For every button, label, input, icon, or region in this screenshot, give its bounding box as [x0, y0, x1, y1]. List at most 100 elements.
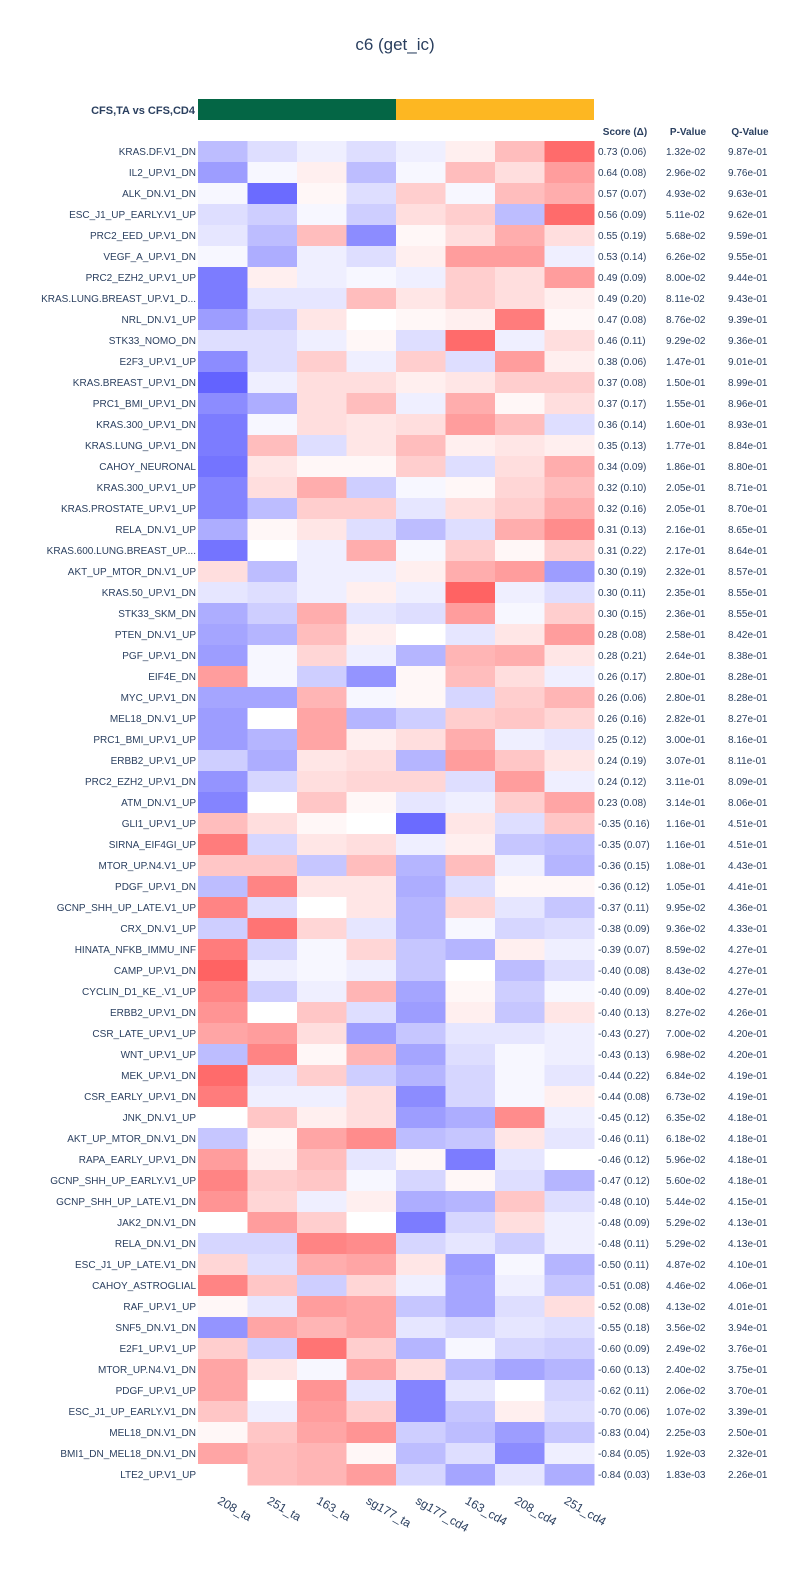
p-value: 2.06e-02	[666, 1386, 706, 1397]
p-value: 1.83e-03	[666, 1470, 706, 1481]
column-label: sg177_cd4	[413, 1493, 471, 1535]
heatmap-cell	[445, 897, 496, 919]
p-value: 2.36e-01	[666, 609, 706, 620]
heatmap-cell	[297, 351, 347, 373]
heatmap-cell	[346, 582, 397, 604]
score-value: 0.25 (0.12)	[598, 735, 646, 746]
heatmap-cell	[198, 1044, 248, 1066]
q-value: 2.50e-01	[728, 1428, 768, 1439]
heatmap-cell	[495, 1359, 545, 1381]
heatmap-cell	[297, 1191, 347, 1213]
heatmap-cell	[445, 1170, 496, 1192]
p-value: 8.43e-02	[666, 966, 706, 977]
heatmap-cell	[495, 1296, 545, 1318]
row-label: MYC_UP.V1_DN	[121, 693, 196, 704]
heatmap-cell	[247, 624, 298, 646]
heatmap-cell	[297, 1254, 347, 1276]
heatmap-cell	[297, 603, 347, 625]
heatmap-cell	[495, 1128, 545, 1150]
heatmap-cell	[495, 1170, 545, 1192]
heatmap-cell	[445, 1128, 496, 1150]
score-value: -0.84 (0.03)	[598, 1470, 650, 1481]
heatmap-cell	[445, 1275, 496, 1297]
heatmap-cell	[346, 225, 397, 247]
heatmap-cell	[297, 1359, 347, 1381]
heatmap-cell	[396, 582, 446, 604]
q-value: 9.62e-01	[728, 210, 768, 221]
score-value: 0.31 (0.22)	[598, 546, 646, 557]
q-value: 8.84e-01	[728, 441, 768, 452]
q-value: 8.16e-01	[728, 735, 768, 746]
heatmap-cell	[297, 1464, 347, 1486]
heatmap-cell	[346, 1233, 397, 1255]
heatmap-cell	[544, 1317, 595, 1339]
heatmap-cell	[544, 414, 595, 436]
heatmap-cell	[396, 750, 446, 772]
heatmap-cell	[396, 1191, 446, 1213]
heatmap-cell	[445, 246, 496, 268]
p-value: 9.29e-02	[666, 336, 706, 347]
heatmap-cell	[247, 960, 298, 982]
heatmap-cell	[247, 666, 298, 688]
heatmap-cell	[544, 456, 595, 478]
heatmap-cell	[544, 393, 595, 415]
p-value: 1.07e-02	[666, 1407, 706, 1418]
heatmap-cell	[544, 183, 595, 205]
heatmap-cell	[346, 1275, 397, 1297]
p-value: 2.49e-02	[666, 1344, 706, 1355]
heatmap-cell	[297, 1233, 347, 1255]
heatmap-cell	[247, 309, 298, 331]
heatmap-cell	[346, 1359, 397, 1381]
heatmap-cell	[396, 477, 446, 499]
row-label: ERBB2_UP.V1_UP	[111, 756, 197, 767]
heatmap-cell	[396, 1275, 446, 1297]
heatmap-cell	[445, 141, 496, 163]
heatmap-cell	[544, 1296, 595, 1318]
heatmap-cell	[198, 1317, 248, 1339]
row-label: SNF5_DN.V1_DN	[115, 1323, 196, 1334]
row-label: CAHOY_ASTROGLIAL	[92, 1281, 196, 1292]
heatmap-cell	[198, 288, 248, 310]
heatmap-cell	[297, 624, 347, 646]
heatmap-cell	[544, 330, 595, 352]
heatmap-cell	[495, 729, 545, 751]
heatmap-cell	[445, 1191, 496, 1213]
heatmap-cell	[297, 771, 347, 793]
heatmap-cell	[495, 792, 545, 814]
heatmap-cell	[495, 183, 545, 205]
heatmap-cell	[297, 561, 347, 583]
heatmap-cell	[247, 855, 298, 877]
heatmap-cell	[247, 372, 298, 394]
heatmap-cell	[297, 1149, 347, 1171]
heatmap-cell	[346, 1191, 397, 1213]
heatmap-cell	[396, 624, 446, 646]
heatmap-cell	[346, 981, 397, 1003]
score-value: -0.40 (0.09)	[598, 987, 650, 998]
heatmap-cell	[346, 813, 397, 835]
heatmap-cell	[445, 1380, 496, 1402]
row-label: PRC1_BMI_UP.V1_DN	[93, 399, 196, 410]
heatmap-cell	[198, 876, 248, 898]
heatmap-cell	[396, 393, 446, 415]
heatmap-cell	[495, 288, 545, 310]
heatmap-cell	[247, 1275, 298, 1297]
heatmap-cell	[445, 1044, 496, 1066]
heatmap-cell	[495, 498, 545, 520]
row-label: HINATA_NFKB_IMMU_INF	[75, 945, 196, 956]
row-label: MEL18_DN.V1_UP	[110, 714, 196, 725]
score-value: -0.60 (0.13)	[598, 1365, 650, 1376]
heatmap-cell	[297, 939, 347, 961]
heatmap-cell	[544, 1065, 595, 1087]
p-value: 2.80e-01	[666, 693, 706, 704]
heatmap-cell	[544, 1401, 595, 1423]
heatmap-cell	[396, 1233, 446, 1255]
p-value-header: P-Value	[670, 127, 707, 138]
heatmap-cell	[198, 1149, 248, 1171]
heatmap-cell	[346, 246, 397, 268]
heatmap-cell	[346, 939, 397, 961]
heatmap-cell	[445, 624, 496, 646]
heatmap-cell	[544, 687, 595, 709]
heatmap-cell	[297, 981, 347, 1003]
heatmap-cell	[346, 1002, 397, 1024]
heatmap-cell	[396, 162, 446, 184]
